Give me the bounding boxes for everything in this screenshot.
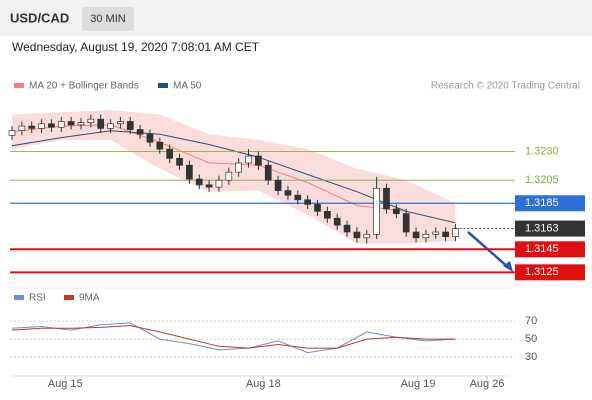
candle-body [186, 164, 193, 180]
candle-body [146, 133, 154, 143]
candle-body [264, 164, 272, 181]
candle-body [38, 123, 45, 129]
candle-body [28, 125, 36, 129]
candle-body [333, 217, 341, 226]
level-label: 1.3145 [525, 243, 559, 255]
level-label: 1.3163 [525, 222, 559, 234]
candle-body [324, 210, 331, 219]
level-tag [515, 220, 585, 237]
x-tick-label: Aug 19 [401, 378, 436, 390]
candle-body [373, 187, 380, 235]
candle-body [383, 187, 390, 210]
forecast-arrow-head [503, 261, 513, 272]
candle-body [57, 121, 65, 128]
candle-body [235, 162, 243, 173]
level-tag [515, 195, 585, 212]
candle-body [205, 184, 213, 188]
level-tag [515, 241, 585, 258]
candle-body [245, 155, 252, 164]
candle-body [343, 224, 351, 233]
timestamp: Wednesday, August 19, 2020 7:08:01 AM CE… [12, 40, 260, 54]
y-tick-label: 70 [525, 315, 537, 327]
candle-body [166, 148, 174, 159]
candle-body [284, 190, 292, 196]
level-label: 1.3185 [525, 197, 559, 209]
candle-body [392, 208, 400, 214]
candle-body [432, 231, 440, 235]
candle-body [452, 228, 459, 237]
legend-label: MA 20 + Bollinger Bands [29, 81, 139, 92]
candle-body [215, 179, 223, 188]
candle-body [255, 155, 262, 166]
level-label: 1.3125 [525, 266, 559, 278]
ma-line [11, 130, 456, 224]
ma-line [11, 124, 456, 224]
y-tick-label: 30 [525, 351, 537, 363]
candle-body [67, 121, 75, 126]
level-label: 1.3205 [525, 174, 559, 186]
candle-body [87, 118, 95, 123]
candle-body [8, 130, 16, 136]
candle-body [363, 233, 371, 239]
legend-swatch [14, 295, 24, 300]
candle-body [48, 123, 55, 128]
candle-body [294, 194, 302, 201]
candle-body [353, 231, 361, 239]
candle-body [442, 231, 449, 237]
symbol: USD/CAD [10, 10, 69, 25]
candle-body [136, 129, 144, 135]
x-tick-label: Aug 15 [48, 378, 83, 390]
candle-body [77, 122, 85, 126]
legend-swatch [158, 83, 168, 88]
legend-label: 9MA [79, 293, 100, 304]
y-tick-label: 50 [525, 333, 537, 345]
interval[interactable]: 30 MIN [90, 13, 126, 25]
candle-body [117, 121, 124, 125]
legend-label: MA 50 [173, 81, 202, 92]
bollinger-area [12, 110, 456, 244]
credit: Research © 2020 Trading Central [431, 81, 580, 92]
candle-body [314, 204, 321, 212]
candle-body [412, 231, 420, 239]
candle-body [195, 178, 203, 186]
level-tag [515, 264, 585, 281]
legend-swatch [64, 295, 74, 300]
candle-body [156, 141, 164, 150]
candle-body [225, 171, 233, 181]
candle-body [97, 118, 105, 129]
candle-body [176, 157, 183, 166]
candle-body [402, 213, 410, 233]
x-tick-label: Aug 18 [246, 378, 281, 390]
candle-body [126, 121, 134, 130]
legend-label: RSI [29, 293, 46, 304]
x-tick-label: Aug 26 [470, 378, 505, 390]
level-label: 1.3230 [525, 145, 559, 157]
candle-body [107, 123, 114, 129]
rsi-line [11, 325, 456, 349]
candle-body [304, 199, 311, 205]
legend-swatch [14, 83, 24, 88]
candle-body [274, 179, 282, 191]
candle-body [18, 125, 26, 132]
candle-body [422, 233, 430, 239]
interval-badge[interactable] [82, 7, 134, 31]
